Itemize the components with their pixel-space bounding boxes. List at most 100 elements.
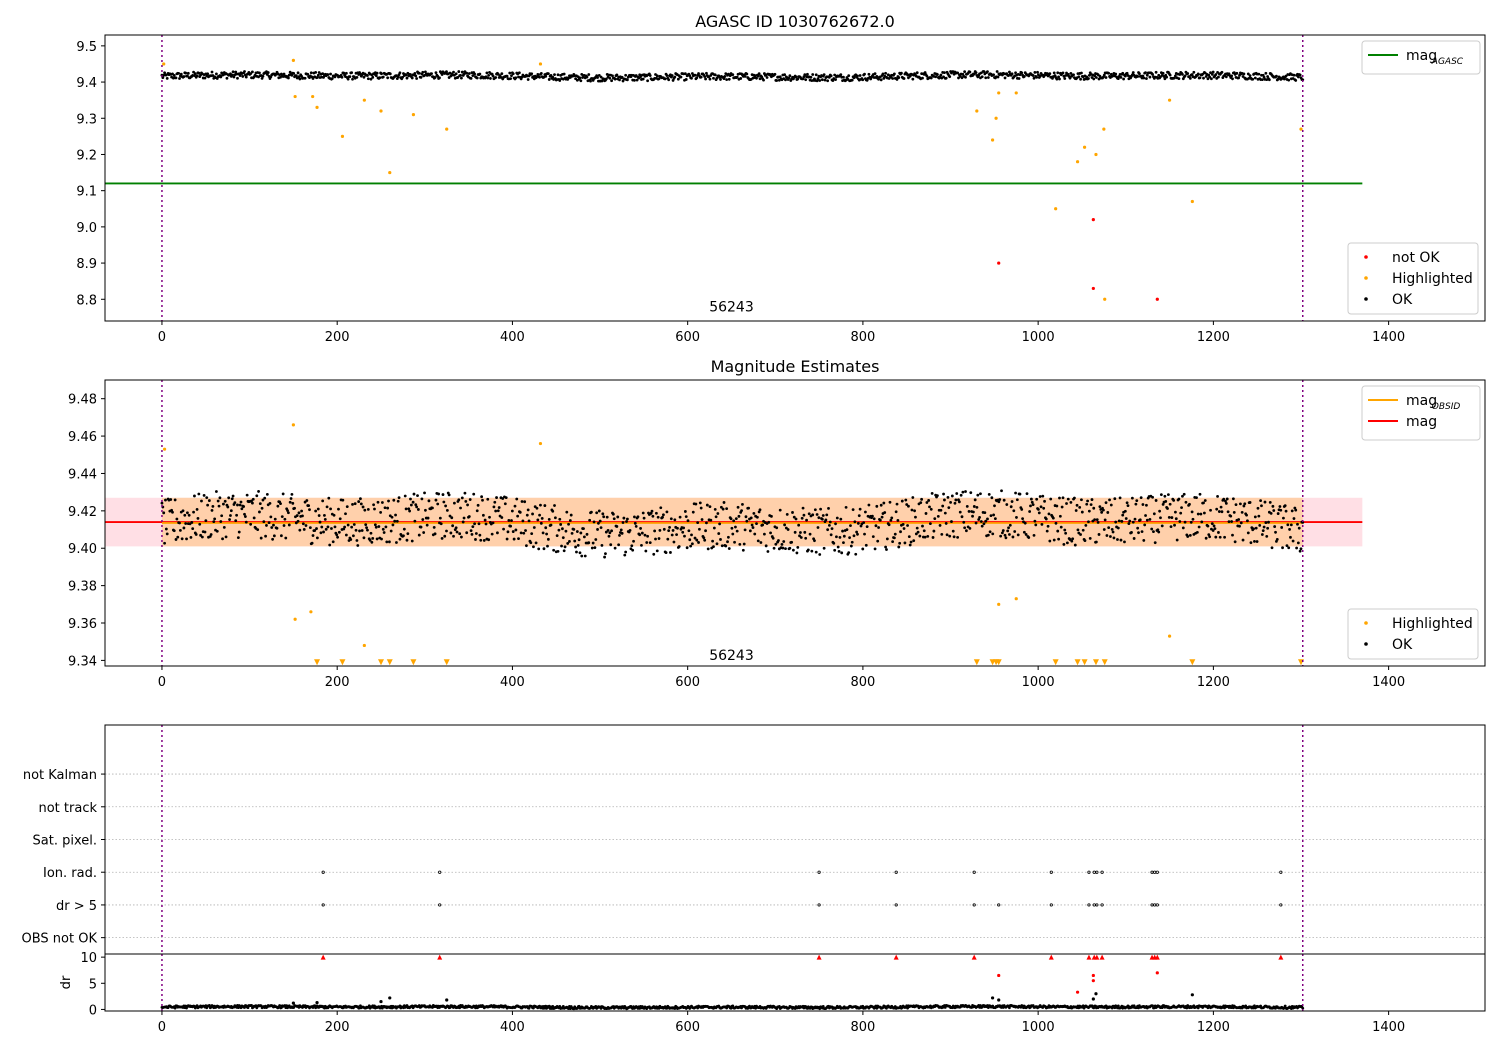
point-highlighted-below-axis- (314, 659, 321, 666)
point-ok (373, 507, 376, 511)
point-ok (1242, 72, 1246, 76)
point-ion-rad- (1279, 870, 1283, 874)
point-ok (1210, 77, 1213, 81)
point-dr (1008, 1006, 1011, 1010)
point-ok (533, 505, 537, 509)
point-ok (397, 496, 401, 500)
point-ok (873, 547, 877, 551)
point-ok (337, 530, 341, 534)
point-ok (585, 532, 589, 536)
point-ok (822, 73, 826, 77)
point-ok (688, 538, 692, 542)
point-ok (345, 505, 349, 509)
panel-2-frame (104, 379, 1486, 667)
point-ok (1036, 70, 1039, 74)
point-ok (774, 542, 778, 546)
point-highlighted (1014, 597, 1018, 601)
point-ok (206, 503, 210, 507)
point-ok (603, 555, 606, 559)
point-ok (919, 501, 923, 505)
point-ok (1073, 496, 1076, 500)
point-ok (829, 533, 833, 537)
point-ok (856, 532, 859, 536)
point-ok (407, 507, 411, 511)
point-ok (1090, 498, 1094, 501)
point-ok (388, 72, 392, 76)
point-ok (816, 77, 820, 81)
point-ok (229, 514, 232, 517)
point-ok (1070, 539, 1074, 543)
point-ok (265, 493, 269, 496)
point-ok (632, 539, 635, 543)
point-ok (844, 505, 848, 509)
point-ok (465, 531, 469, 535)
point-highlighted-below-axis- (410, 659, 417, 666)
point-ok (597, 73, 601, 77)
point-ok (828, 520, 832, 524)
point-ok (731, 73, 735, 77)
point-ok (1043, 499, 1046, 503)
point-ok (1267, 78, 1271, 82)
point-ok (538, 75, 541, 79)
point-ok (215, 490, 218, 493)
point-ok (359, 502, 363, 506)
point-ok (243, 515, 247, 518)
point-dr-outliers- (315, 1001, 319, 1005)
point-ok (310, 541, 314, 545)
y-tick-label: 9.2 (76, 148, 97, 163)
point-ok (738, 543, 742, 546)
point-ok (398, 71, 402, 75)
point-dr (1283, 1004, 1287, 1008)
point-ok (494, 76, 498, 79)
point-ok (1237, 518, 1241, 521)
point-ok (219, 520, 223, 523)
point-ok (536, 72, 540, 76)
point-ok (542, 547, 546, 551)
point-ok (990, 496, 994, 500)
panel-4-frame (104, 953, 1486, 1012)
point-ok (233, 501, 237, 505)
point-ok (1177, 77, 1181, 81)
point-ok (380, 537, 383, 541)
point-ok (185, 537, 188, 541)
point-ok (956, 535, 960, 539)
point-ok (1229, 514, 1233, 518)
point-dr (1301, 1006, 1305, 1010)
point-ok (374, 525, 378, 529)
point-ok (565, 510, 569, 514)
point-ok (1150, 527, 1154, 531)
point-ok (547, 78, 551, 81)
point-ok (1181, 494, 1184, 498)
point-dr-clipped (1086, 954, 1092, 960)
x-tick-label: 1000 (1022, 675, 1055, 690)
point-ok (545, 532, 549, 536)
point-ok (771, 536, 775, 540)
point-ok (236, 76, 239, 80)
point-ok (373, 523, 377, 527)
point-ok (1057, 537, 1061, 541)
point-ok (588, 518, 592, 522)
point-ok (1100, 510, 1104, 514)
point-highlighted (291, 423, 295, 427)
point-ok (1233, 540, 1237, 544)
point-ok (263, 496, 267, 500)
point-ok (1231, 533, 1234, 537)
point-ok (1001, 529, 1005, 532)
point-ok (865, 525, 869, 528)
point-ok (666, 537, 670, 541)
point-ok (940, 532, 944, 536)
point-ok (601, 512, 605, 516)
point-ok (852, 76, 856, 80)
point-ok (849, 524, 852, 528)
point-ok (1197, 525, 1201, 529)
point-ok (1238, 502, 1242, 506)
point-ok (1275, 537, 1279, 541)
point-ok (1264, 521, 1268, 524)
point-ok (472, 492, 476, 496)
legend-subscript: OBSID (1432, 402, 1461, 412)
point-ok (656, 515, 660, 519)
point-ok (553, 73, 556, 77)
point-ok (1085, 502, 1089, 506)
point-ok (510, 74, 513, 78)
point-ok (793, 530, 797, 534)
